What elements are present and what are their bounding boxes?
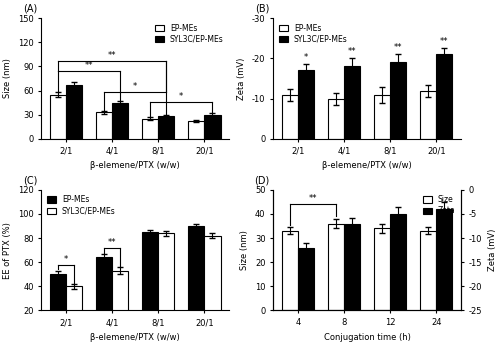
Bar <box>328 224 344 310</box>
Y-axis label: Zeta (mV): Zeta (mV) <box>238 57 246 100</box>
X-axis label: β-elemene/PTX (w/w): β-elemene/PTX (w/w) <box>90 333 180 342</box>
Text: (D): (D) <box>254 175 270 185</box>
Text: *: * <box>133 82 138 91</box>
Bar <box>328 99 344 139</box>
Text: **: ** <box>108 238 116 247</box>
Bar <box>420 231 436 310</box>
X-axis label: β-elemene/PTX (w/w): β-elemene/PTX (w/w) <box>322 161 412 170</box>
Text: **: ** <box>394 43 402 52</box>
Bar <box>66 286 82 335</box>
Legend: Size, Zeta: Size, Zeta <box>421 194 457 217</box>
Text: (B): (B) <box>255 3 270 13</box>
Bar <box>158 116 174 139</box>
Text: **: ** <box>85 61 94 70</box>
Text: **: ** <box>108 51 116 60</box>
Y-axis label: Size (nm): Size (nm) <box>4 59 13 98</box>
Bar <box>96 112 112 139</box>
Text: **: ** <box>348 47 356 56</box>
Bar <box>188 121 204 139</box>
Y-axis label: Zeta (mV): Zeta (mV) <box>488 229 496 271</box>
X-axis label: β-elemene/PTX (w/w): β-elemene/PTX (w/w) <box>90 161 180 170</box>
Bar <box>344 67 360 139</box>
Text: *: * <box>64 255 68 264</box>
Text: (C): (C) <box>23 175 38 185</box>
Bar <box>282 95 298 139</box>
Bar <box>112 271 128 335</box>
Bar <box>390 214 406 310</box>
Bar <box>188 226 204 335</box>
X-axis label: Conjugation time (h): Conjugation time (h) <box>324 333 410 342</box>
Bar <box>298 70 314 139</box>
Legend: EP-MEs, SYL3C/EP-MEs: EP-MEs, SYL3C/EP-MEs <box>277 22 349 45</box>
Bar <box>158 233 174 335</box>
Y-axis label: EE of PTX (%): EE of PTX (%) <box>4 222 13 279</box>
Y-axis label: Size (nm): Size (nm) <box>240 230 250 270</box>
Bar <box>204 236 220 335</box>
Bar <box>50 95 66 139</box>
Bar <box>420 90 436 139</box>
Bar <box>112 104 128 139</box>
Bar <box>96 257 112 335</box>
Text: **: ** <box>440 37 448 46</box>
Legend: EP-MEs, SYL3C/EP-MEs: EP-MEs, SYL3C/EP-MEs <box>153 22 225 45</box>
Bar <box>374 95 390 139</box>
Bar <box>436 55 452 139</box>
Text: **: ** <box>308 194 317 203</box>
Text: *: * <box>304 53 308 62</box>
Text: *: * <box>179 92 184 101</box>
Legend: EP-MEs, SYL3C/EP-MEs: EP-MEs, SYL3C/EP-MEs <box>45 194 117 217</box>
Bar <box>390 62 406 139</box>
Bar <box>436 209 452 310</box>
Bar <box>142 119 158 139</box>
Bar <box>50 274 66 335</box>
Bar <box>298 248 314 310</box>
Bar <box>344 224 360 310</box>
Bar <box>66 85 82 139</box>
Text: (A): (A) <box>24 3 38 13</box>
Bar <box>204 115 220 139</box>
Bar <box>374 228 390 310</box>
Bar <box>282 231 298 310</box>
Bar <box>142 232 158 335</box>
